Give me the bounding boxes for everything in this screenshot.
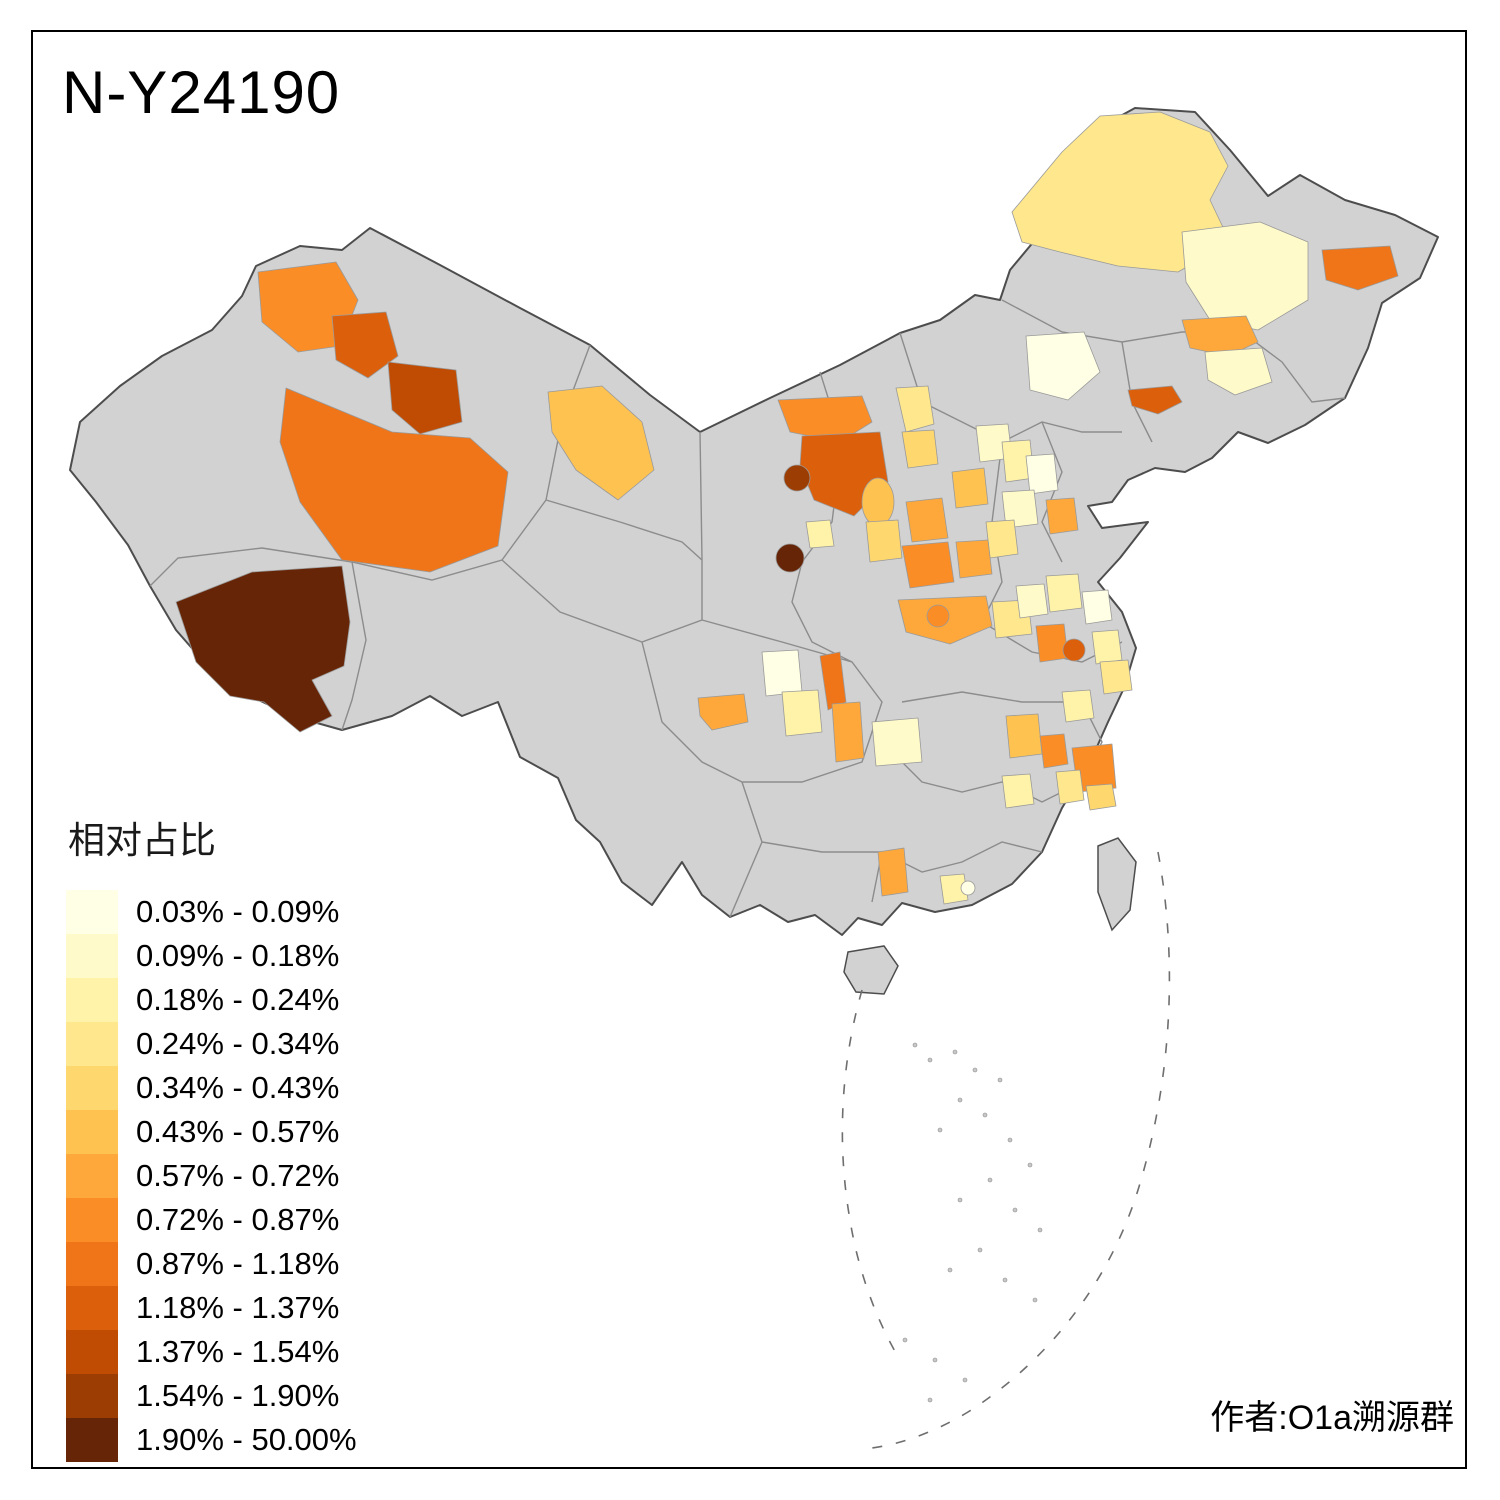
map-region (175, 565, 351, 733)
legend-row: 1.18% - 1.37% (66, 1286, 357, 1330)
map-region (819, 651, 847, 711)
legend-row: 0.43% - 0.57% (66, 1110, 357, 1154)
legend-swatch (66, 978, 118, 1022)
legend-title: 相对占比 (68, 820, 216, 861)
legend-row: 1.90% - 50.00% (66, 1418, 357, 1462)
map-region (1099, 659, 1133, 695)
legend-row: 1.37% - 1.54% (66, 1330, 357, 1374)
legend-row: 0.34% - 0.43% (66, 1066, 357, 1110)
map-region (871, 717, 923, 767)
map-region (1181, 221, 1309, 331)
legend-label: 0.57% - 0.72% (136, 1158, 340, 1193)
legend-swatch (66, 1330, 118, 1374)
legend-row: 0.18% - 0.24% (66, 978, 357, 1022)
legend-label: 1.90% - 50.00% (136, 1422, 357, 1457)
map-region (1055, 769, 1085, 805)
legend-label: 1.54% - 1.90% (136, 1378, 340, 1413)
author-credit: 作者:O1a溯源群 (1210, 1399, 1454, 1437)
map-region (387, 361, 463, 435)
map-region (777, 395, 873, 443)
map-region (697, 693, 749, 731)
map-region (901, 429, 939, 469)
colored-regions (175, 111, 1399, 905)
map-region (831, 701, 865, 763)
map-region (1015, 583, 1049, 619)
legend-swatch (66, 1242, 118, 1286)
legend-label: 0.43% - 0.57% (136, 1114, 340, 1149)
map-region (781, 689, 823, 737)
map-region (1061, 689, 1095, 723)
map-region (1321, 245, 1399, 291)
map-region (960, 880, 976, 896)
map-region (865, 519, 903, 563)
map-region (1127, 385, 1183, 415)
map-region (1001, 489, 1039, 529)
legend-swatch (66, 1198, 118, 1242)
map-region (1204, 347, 1273, 396)
legend-label: 0.72% - 0.87% (136, 1202, 340, 1237)
map-region (1025, 453, 1059, 495)
map-region (331, 311, 399, 379)
map-region (951, 467, 989, 509)
south-china-sea-boundary (841, 851, 1171, 1449)
legend-swatch (66, 1110, 118, 1154)
legend-swatch (66, 1066, 118, 1110)
map-region (926, 604, 950, 628)
map-region (547, 385, 655, 501)
legend-swatch (66, 934, 118, 978)
legend-label: 0.03% - 0.09% (136, 894, 340, 929)
map-region (1085, 783, 1117, 811)
map-region (905, 497, 949, 543)
legend-label: 1.37% - 1.54% (136, 1334, 340, 1369)
legend-row: 0.03% - 0.09% (66, 890, 357, 934)
map-region (1062, 638, 1086, 662)
legend-label: 0.87% - 1.18% (136, 1246, 340, 1281)
legend: 相对占比 0.03% - 0.09% 0.09% - 0.18% 0.18% - 0… (66, 810, 357, 1462)
page-title: N-Y24190 (62, 59, 341, 126)
legend-swatch (66, 1418, 118, 1462)
legend-label: 0.18% - 0.24% (136, 982, 340, 1017)
legend-row: 0.72% - 0.87% (66, 1198, 357, 1242)
map-region (939, 873, 969, 905)
legend-row: 0.24% - 0.34% (66, 1022, 357, 1066)
map-region (1001, 773, 1035, 809)
map-region (1045, 497, 1079, 535)
legend-label: 0.34% - 0.43% (136, 1070, 340, 1105)
legend-row: 0.87% - 1.18% (66, 1242, 357, 1286)
map-region (1045, 573, 1083, 613)
map-region (1025, 331, 1101, 401)
map-region (783, 464, 811, 492)
map-region (895, 385, 935, 433)
legend-label: 0.24% - 0.34% (136, 1026, 340, 1061)
map-region (279, 387, 509, 573)
map-region-hainan (843, 945, 899, 995)
legend-row: 1.54% - 1.90% (66, 1374, 357, 1418)
map-region (877, 847, 909, 897)
legend-swatch (66, 1154, 118, 1198)
legend-swatch (66, 1022, 118, 1066)
legend-swatch (66, 890, 118, 934)
map-region (901, 541, 955, 589)
map-region (955, 539, 993, 579)
legend-rows: 0.03% - 0.09% 0.09% - 0.18% 0.18% - 0.24% 0… (66, 890, 357, 1462)
map-region (805, 519, 835, 549)
legend-label: 1.18% - 1.37% (136, 1290, 340, 1325)
legend-swatch (66, 1374, 118, 1418)
map-region-taiwan (1097, 837, 1137, 932)
plot-border (31, 30, 1467, 1469)
map-region (1039, 733, 1069, 769)
legend-row: 0.57% - 0.72% (66, 1154, 357, 1198)
legend-swatch (66, 1286, 118, 1330)
map-region (1091, 629, 1123, 665)
south-china-sea-islets (902, 1042, 1043, 1403)
map-region (1011, 111, 1231, 273)
map-region (775, 543, 805, 573)
map-region (1081, 589, 1113, 625)
legend-label: 0.09% - 0.18% (136, 938, 340, 973)
legend-row: 0.09% - 0.18% (66, 934, 357, 978)
